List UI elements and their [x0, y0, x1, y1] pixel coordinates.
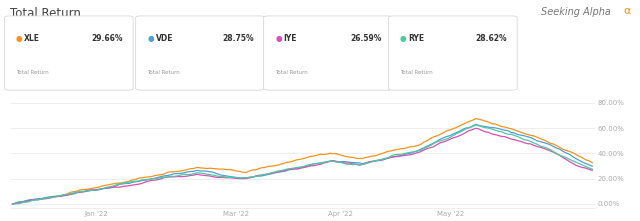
Text: IYE: IYE	[284, 34, 297, 43]
Text: ●: ●	[400, 34, 406, 43]
Text: Total Return: Total Return	[16, 70, 49, 75]
Text: Seeking Alpha: Seeking Alpha	[541, 7, 611, 17]
Text: Total Return: Total Return	[147, 70, 180, 75]
Text: 26.59%: 26.59%	[351, 34, 382, 43]
Text: Total Return: Total Return	[275, 70, 308, 75]
Text: ●: ●	[16, 34, 22, 43]
Text: XLE: XLE	[24, 34, 40, 43]
Text: Total Return: Total Return	[400, 70, 433, 75]
Text: ●: ●	[275, 34, 282, 43]
Text: Total Return: Total Return	[10, 7, 81, 20]
Text: 29.66%: 29.66%	[92, 34, 123, 43]
Text: VDE: VDE	[156, 34, 173, 43]
Text: 28.62%: 28.62%	[476, 34, 507, 43]
Text: 28.75%: 28.75%	[223, 34, 254, 43]
Text: ●: ●	[147, 34, 154, 43]
Text: RYE: RYE	[408, 34, 424, 43]
Text: α: α	[623, 6, 631, 15]
